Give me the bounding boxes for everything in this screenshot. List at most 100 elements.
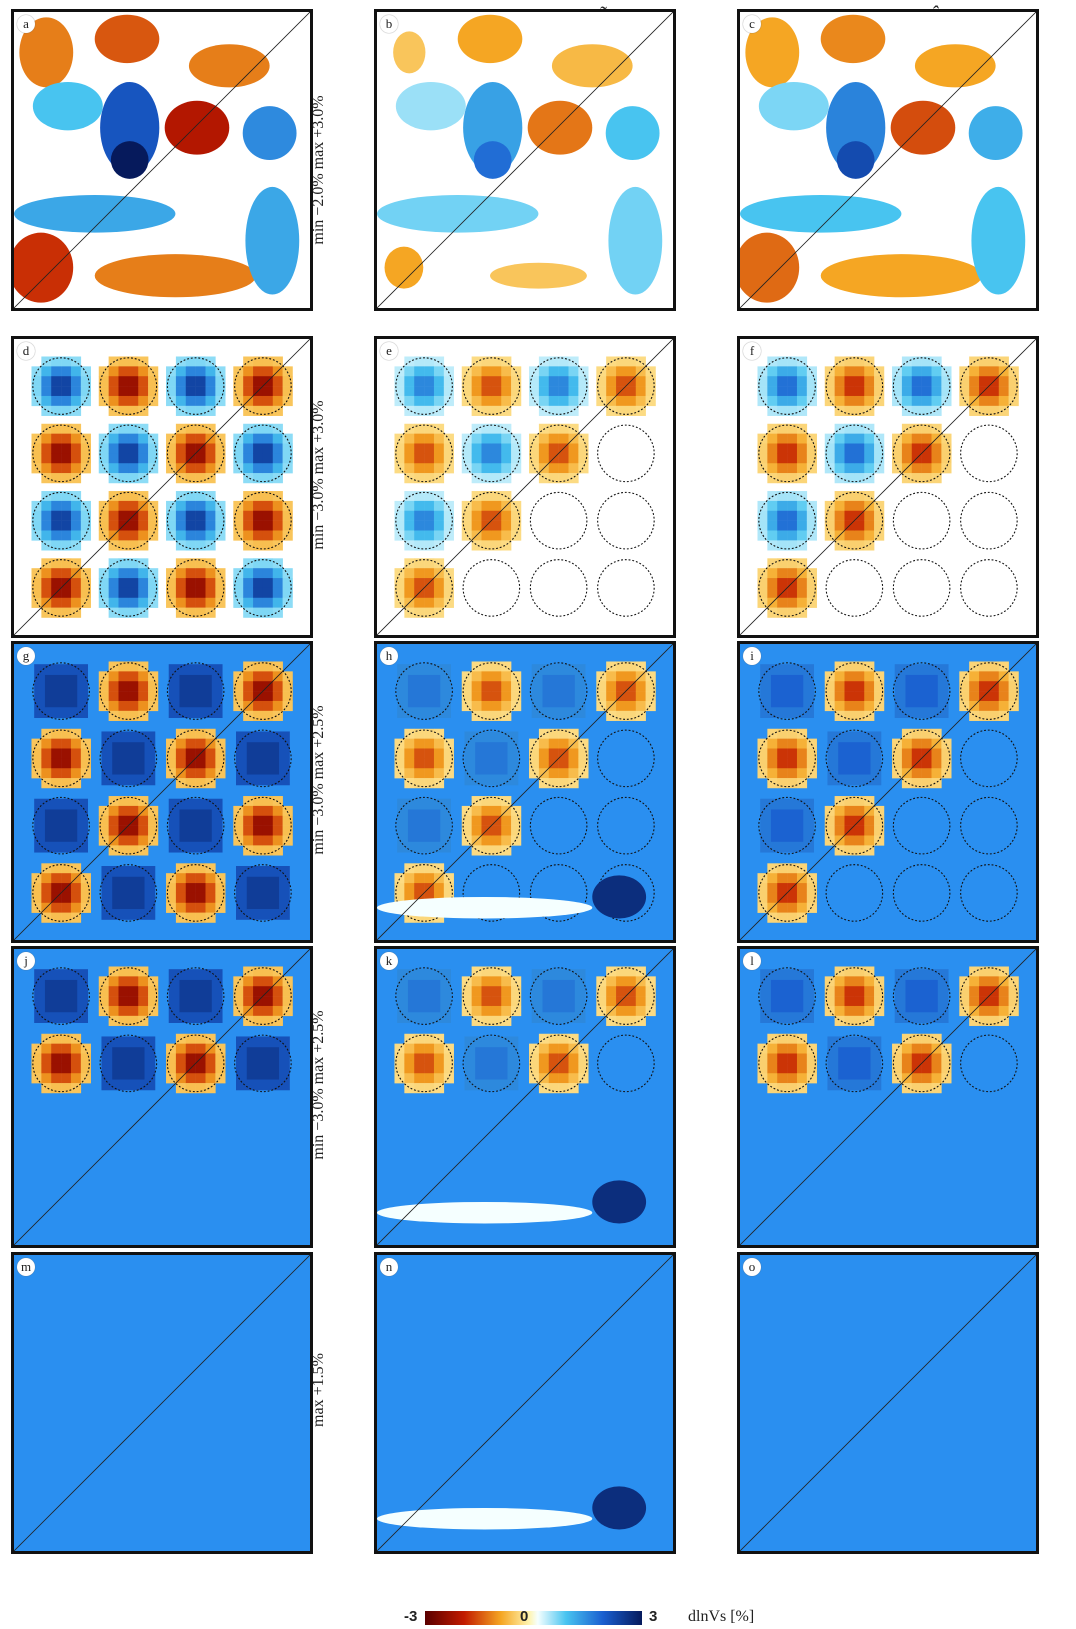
pixel-cell	[501, 386, 512, 397]
pixel-cell	[606, 405, 617, 416]
pixel-cell	[548, 463, 559, 474]
pixel-cell	[272, 578, 283, 589]
pixel-cell	[118, 443, 129, 454]
pixel-cell	[148, 366, 159, 377]
pixel-cell	[185, 433, 196, 444]
pixel-cell	[31, 568, 42, 579]
pixel-cell	[443, 568, 454, 579]
pixel-cell	[185, 510, 196, 521]
pixel-cell	[148, 1005, 159, 1017]
pixel-cell	[979, 405, 990, 416]
pixel-cell	[118, 835, 129, 846]
pixel-cell	[51, 423, 62, 434]
pixel-cell	[796, 587, 808, 599]
pixel-cell	[892, 1043, 903, 1054]
pixel-cell	[253, 607, 264, 618]
pixel-cell	[874, 691, 885, 702]
pixel-cell	[185, 540, 196, 551]
pixel-cell	[41, 1053, 52, 1064]
pixel-cell	[31, 376, 42, 387]
pixel-cell	[80, 568, 91, 579]
panel-image	[14, 339, 310, 635]
pixel-cell	[787, 1063, 798, 1074]
pixel-cell	[128, 530, 139, 541]
pixel-cell	[185, 902, 196, 913]
pixel-cell	[1008, 376, 1019, 387]
pixel-cell	[806, 530, 817, 541]
panel-image	[740, 1255, 1036, 1551]
pixel-cell	[635, 395, 646, 407]
pixel-cell	[175, 568, 187, 579]
pixel-cell	[394, 366, 405, 377]
anomaly-outline	[32, 967, 90, 1025]
pixel-cell	[394, 510, 405, 521]
pixel-cell	[777, 540, 788, 551]
pixel-cell	[70, 758, 82, 769]
pixel-cell	[148, 825, 159, 836]
anomaly-outline	[32, 1034, 90, 1093]
pixel-cell	[233, 386, 244, 397]
pixel-cell	[979, 710, 990, 721]
anomaly-outline	[825, 491, 884, 550]
pixel-cell	[578, 463, 589, 474]
pixel-cell	[491, 996, 502, 1007]
pixel-cell	[108, 1005, 119, 1017]
pixel-cell	[501, 976, 512, 987]
pixel-cell	[166, 1053, 177, 1064]
pixel-cell	[243, 540, 254, 551]
anomaly-outline	[32, 491, 90, 550]
pixel-cell	[864, 700, 875, 712]
pixel-cell	[635, 700, 646, 712]
pixel-cell	[538, 748, 550, 759]
pixel-cell	[461, 671, 472, 682]
pixel-cell	[138, 691, 149, 702]
pixel-cell	[61, 1053, 72, 1064]
pixel-cell	[501, 1005, 512, 1017]
pixel-cell	[433, 500, 445, 512]
pixel-cell	[834, 1015, 845, 1026]
pixel-cell	[834, 1005, 845, 1017]
pixel-cell	[471, 671, 482, 682]
pixel-cell	[787, 738, 798, 749]
pixel-cell	[864, 815, 875, 826]
pixel-cell	[538, 386, 550, 397]
pixel-cell	[215, 1073, 226, 1084]
pixel-cell	[175, 510, 187, 521]
anomaly-blob	[592, 1180, 647, 1224]
pixel-cell	[471, 691, 482, 702]
pixel-cell	[98, 520, 109, 531]
pixel-cell	[128, 500, 139, 512]
pixel-cell	[931, 453, 942, 464]
pixel-cell	[31, 453, 42, 464]
pixel-cell	[787, 520, 798, 531]
pixel-cell	[767, 366, 778, 377]
pixel-cell	[404, 1053, 415, 1064]
pixel-cell	[282, 986, 293, 997]
pixel-cell	[606, 986, 617, 997]
pixel-cell	[616, 1015, 627, 1026]
pixel-cell	[394, 738, 405, 749]
pixel-cell	[253, 433, 264, 444]
anomaly-outline	[395, 662, 453, 720]
pixel-cell	[195, 912, 206, 923]
pixel-cell	[51, 453, 62, 464]
pixel-cell	[921, 1063, 932, 1074]
anomaly-blob	[473, 141, 512, 179]
anomaly-outline	[960, 729, 1018, 788]
pixel-cell	[558, 423, 569, 434]
pixel-cell	[215, 902, 226, 913]
pixel-cell	[1008, 700, 1019, 712]
pixel-cell	[854, 491, 865, 502]
pixel-cell	[443, 376, 454, 387]
pixel-cell	[529, 366, 540, 377]
pixel-cell	[834, 433, 845, 444]
pixel-cell	[282, 597, 293, 608]
pixel-cell	[195, 423, 206, 434]
pixel-cell	[424, 912, 435, 923]
pixel-cell	[253, 491, 264, 502]
pixel-cell	[491, 473, 502, 484]
anomaly-outline	[395, 796, 453, 855]
pixel-cell	[394, 892, 405, 904]
pixel-cell	[31, 748, 42, 759]
pixel-cell	[80, 453, 91, 464]
